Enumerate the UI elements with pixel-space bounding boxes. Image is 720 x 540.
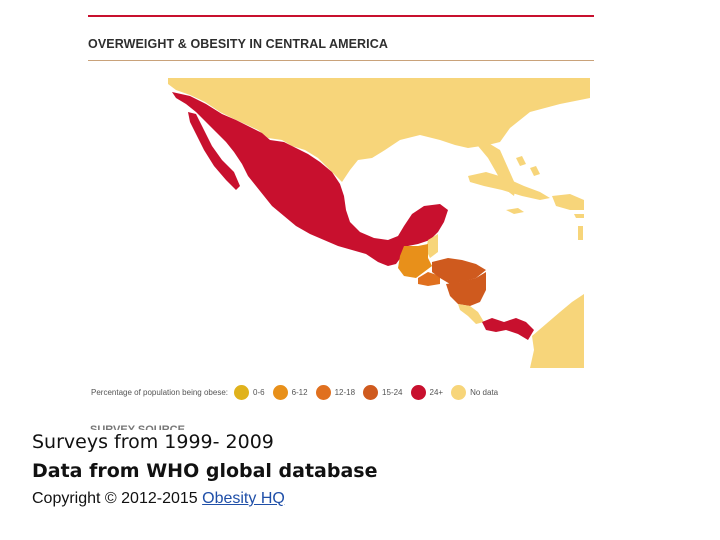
legend-swatch	[363, 384, 379, 400]
legend-item: No data	[451, 384, 499, 400]
cropped-source-text: SURVEY SOURCE	[90, 424, 185, 430]
legend-item: 12-18	[315, 384, 356, 400]
copyright-text: Copyright © 2012-2015	[32, 490, 203, 507]
map-title: OVERWEIGHT & OBESITY IN CENTRAL AMERICA	[88, 37, 388, 51]
legend-item: 15-24	[363, 384, 403, 400]
region-nicaragua	[446, 272, 486, 306]
region-hispaniola	[552, 194, 584, 210]
region-el-salvador	[418, 272, 440, 286]
region-mexico	[172, 92, 448, 266]
legend-swatch	[272, 384, 288, 400]
region-united-states	[168, 78, 590, 182]
legend-item-label: 24+	[429, 387, 444, 397]
legend-item-label: 15-24	[382, 387, 403, 397]
region-honduras	[432, 258, 486, 284]
legend-swatch	[234, 384, 249, 400]
legend-swatch	[451, 384, 467, 400]
region-belize	[426, 234, 438, 258]
region-baja-california	[188, 112, 240, 190]
region-cuba	[468, 172, 550, 200]
obesity-hq-link[interactable]: Obesity HQ	[202, 490, 285, 507]
region-colombia	[530, 294, 584, 368]
region-jamaica	[506, 208, 524, 214]
region-panama	[482, 318, 534, 340]
survey-years-caption: Surveys from 1999- 2009	[32, 431, 274, 453]
legend-item-label: 6-12	[291, 387, 308, 397]
copyright-line: Copyright © 2012-2015 Obesity HQ	[32, 490, 285, 508]
legend-item-label: 0-6	[253, 387, 265, 397]
legend-swatch	[315, 384, 331, 400]
title-underline	[88, 60, 594, 61]
legend-swatch	[410, 384, 426, 400]
region-bahamas	[516, 156, 540, 176]
region-puerto-rico	[574, 214, 584, 218]
legend-item: 24+	[410, 384, 444, 400]
legend-item: 6-12	[272, 384, 308, 400]
legend-item-label: No data	[470, 387, 499, 397]
legend-item-label: 12-18	[334, 387, 356, 397]
data-source-caption: Data from WHO global database	[32, 460, 378, 482]
region-guatemala	[398, 244, 432, 278]
legend-label: Percentage of population being obese:	[91, 387, 228, 397]
top-rule	[88, 15, 594, 17]
map-legend: Percentage of population being obese: 0-…	[91, 383, 506, 401]
region-costa-rica	[458, 304, 484, 324]
region-lesser-antilles	[578, 226, 583, 240]
legend-item: 0-6	[234, 384, 265, 400]
